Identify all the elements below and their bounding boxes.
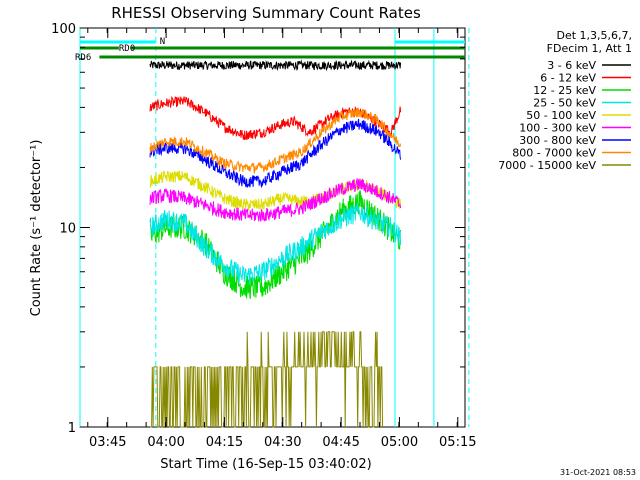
series-800-7000-kev [149,107,402,175]
flag-label-n: N [160,37,165,47]
y-tick-label: 1 [68,421,76,436]
axis-layer: 03:45 04:00 04:15 04:30 04:45 05:00 05:15 1 10 10… [51,22,476,450]
y-axis-label: Count Rate (s⁻¹ detector⁻¹) [29,140,44,317]
series-25-50-kev [149,202,402,285]
legend-label: 100 - 300 keV [519,122,596,135]
legend-label: 6 - 12 keV [540,72,596,85]
series-3-6-kev [149,59,402,72]
series-line [149,202,402,285]
legend-label: 12 - 25 keV [533,84,596,97]
series-line [149,178,402,222]
x-tick-label: 05:00 [381,435,418,450]
series-100-300-kev [149,178,402,222]
chart-title: RHESSI Observing Summary Count Rates [111,4,421,22]
plot-area: N RD0 RD6 [75,27,470,428]
series-7000-15000-kev [150,331,384,428]
series-300-800-kev [149,118,402,188]
x-tick-label: 04:45 [322,435,359,450]
legend-label: 300 - 800 keV [519,134,596,147]
legend-label: 800 - 7000 keV [512,147,596,160]
flag-label-rd6: RD6 [75,53,91,63]
flag-label-rd0: RD0 [119,44,135,54]
series-layer [149,59,402,428]
x-tick-label: 04:15 [206,435,243,450]
x-tick-label: 05:15 [439,435,476,450]
x-tick-label: 04:00 [147,435,184,450]
x-tick-label: 04:30 [264,435,301,450]
legend-header-line-1: Det 1,3,5,6,7, [556,29,632,42]
legend-label: 25 - 50 keV [533,97,596,110]
y-tick-label: 10 [59,222,76,237]
series-line [149,107,402,175]
series-line [150,331,384,428]
series-line [149,59,402,72]
generated-timestamp: 31-Oct-2021 08:53 [560,468,636,477]
y-tick-label: 100 [51,22,76,37]
legend-label: 50 - 100 keV [526,109,596,122]
legend: Det 1,3,5,6,7, FDecim 1, Att 1 3 - 6 keV… [498,29,632,172]
legend-header-line-2: FDecim 1, Att 1 [547,42,632,55]
legend-label: 7000 - 15000 keV [498,159,596,172]
x-tick-label: 03:45 [89,435,126,450]
x-axis-label: Start Time (16-Sep-15 03:40:02) [160,457,371,472]
series-line [149,118,402,188]
legend-label: 3 - 6 keV [547,59,596,72]
